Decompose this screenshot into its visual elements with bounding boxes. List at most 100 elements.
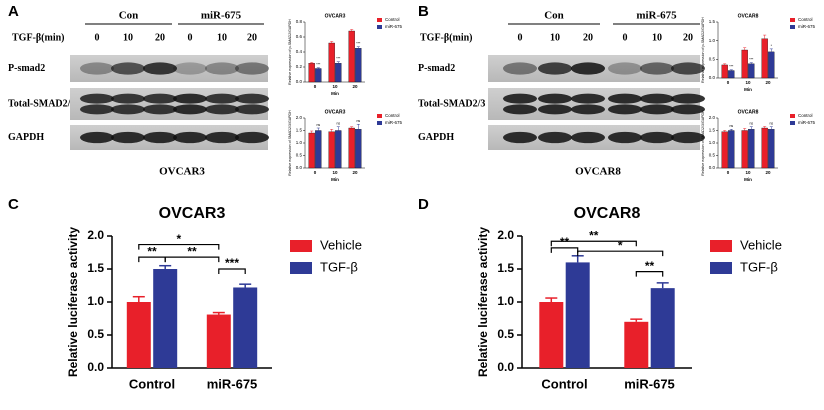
y-tick-label: 0.6 <box>296 34 303 39</box>
row-label: GAPDH <box>8 132 44 143</box>
significance-label: *** <box>749 58 754 62</box>
blot-band <box>143 131 177 144</box>
cell-line-label: OVCAR3 <box>159 166 205 178</box>
legend-label: Control <box>385 113 400 118</box>
blot-band <box>143 93 177 104</box>
y-tick-label: 0.2 <box>296 64 303 69</box>
legend-swatch <box>790 121 795 125</box>
bar <box>308 132 315 169</box>
y-tick-label: 0.0 <box>497 360 514 374</box>
legend-swatch <box>290 262 312 274</box>
y-tick-label: 2.0 <box>296 115 303 120</box>
row-label: P-smad2 <box>418 63 455 74</box>
bar <box>348 30 355 83</box>
x-axis-label: Min <box>744 87 752 92</box>
legend-label: TGF-β <box>320 259 358 274</box>
y-tick-label: 1.5 <box>497 261 514 275</box>
error-bar <box>749 62 753 64</box>
blot-band <box>173 93 207 104</box>
cell-line-label: OVCAR8 <box>575 166 621 178</box>
error-bar <box>545 297 558 302</box>
error-bar <box>763 34 767 39</box>
blot-band <box>671 131 705 144</box>
bar <box>308 63 315 83</box>
x-tick-label: 0 <box>314 84 317 89</box>
blot-band <box>640 93 674 104</box>
y-tick-label: 0.5 <box>87 327 104 341</box>
significance-label: * <box>771 44 773 48</box>
y-tick-label: 2.0 <box>709 115 716 120</box>
error-bar <box>316 67 320 69</box>
time-value: 20 <box>683 32 693 43</box>
x-tick-label: Control <box>129 376 175 391</box>
blot-band <box>503 104 537 115</box>
error-bar <box>630 318 643 322</box>
bar <box>624 321 649 368</box>
group-label: Con <box>544 10 564 22</box>
blot-band <box>608 104 642 115</box>
blot-band <box>235 131 269 144</box>
blot-band <box>571 62 605 75</box>
x-axis-label: Min <box>331 91 339 96</box>
row-label: Total-SMAD2/3 <box>8 98 75 109</box>
bar <box>315 130 322 169</box>
y-tick-label: 1.5 <box>87 261 104 275</box>
significance-label: *** <box>729 65 734 69</box>
blot-background <box>70 88 268 120</box>
blot-band <box>80 93 114 104</box>
time-value: 20 <box>155 32 165 43</box>
blot-band <box>143 104 177 115</box>
legend-label: miR-675 <box>385 24 403 29</box>
error-bar <box>350 126 354 128</box>
blot-band <box>671 93 705 104</box>
y-tick-label: 0.5 <box>296 153 303 158</box>
time-value: 10 <box>550 32 560 43</box>
x-tick-label: 0 <box>314 170 317 175</box>
legend-swatch <box>377 25 382 29</box>
blot-band <box>235 104 269 115</box>
blot-band <box>503 62 537 75</box>
time-value: 10 <box>123 32 133 43</box>
bar <box>650 288 675 368</box>
blot-band <box>571 104 605 115</box>
chart-title: OVCAR8 <box>574 205 641 222</box>
bar <box>335 130 342 169</box>
legend-swatch <box>790 18 795 22</box>
x-tick-label: 10 <box>332 170 338 175</box>
blot-band <box>80 104 114 115</box>
blot-band <box>571 93 605 104</box>
bar <box>748 63 755 79</box>
bar <box>768 129 775 169</box>
error-bar <box>729 69 733 71</box>
x-tick-label: 20 <box>352 170 358 175</box>
error-bar <box>769 126 773 130</box>
legend-swatch <box>710 262 732 274</box>
y-axis-label: Relative expression of SMAD2/3/GAPDH <box>701 110 705 176</box>
legend-label: miR-675 <box>798 120 816 125</box>
bar <box>348 127 355 169</box>
error-bar <box>336 126 340 131</box>
bar <box>721 64 728 79</box>
time-value: 0 <box>518 32 523 43</box>
blot-band <box>538 93 572 104</box>
bar <box>315 68 322 83</box>
panel-label: B <box>418 3 429 20</box>
error-bar <box>336 61 340 64</box>
error-bar <box>316 127 320 131</box>
significance-bracket <box>218 268 246 274</box>
x-tick-label: 0 <box>727 80 730 85</box>
legend-label: miR-675 <box>798 24 816 29</box>
y-tick-label: 0.5 <box>709 57 716 62</box>
legend-label: Control <box>798 113 813 118</box>
significance-label: *** <box>336 57 341 61</box>
x-tick-label: 20 <box>352 84 358 89</box>
legend-swatch <box>377 114 382 118</box>
chart-title: OVCAR8 <box>738 13 759 19</box>
bar <box>741 49 748 79</box>
bar <box>761 127 768 169</box>
blot-band <box>80 62 114 75</box>
error-bar <box>330 41 334 43</box>
significance-label: ns <box>749 122 753 126</box>
blot-background <box>488 88 700 120</box>
